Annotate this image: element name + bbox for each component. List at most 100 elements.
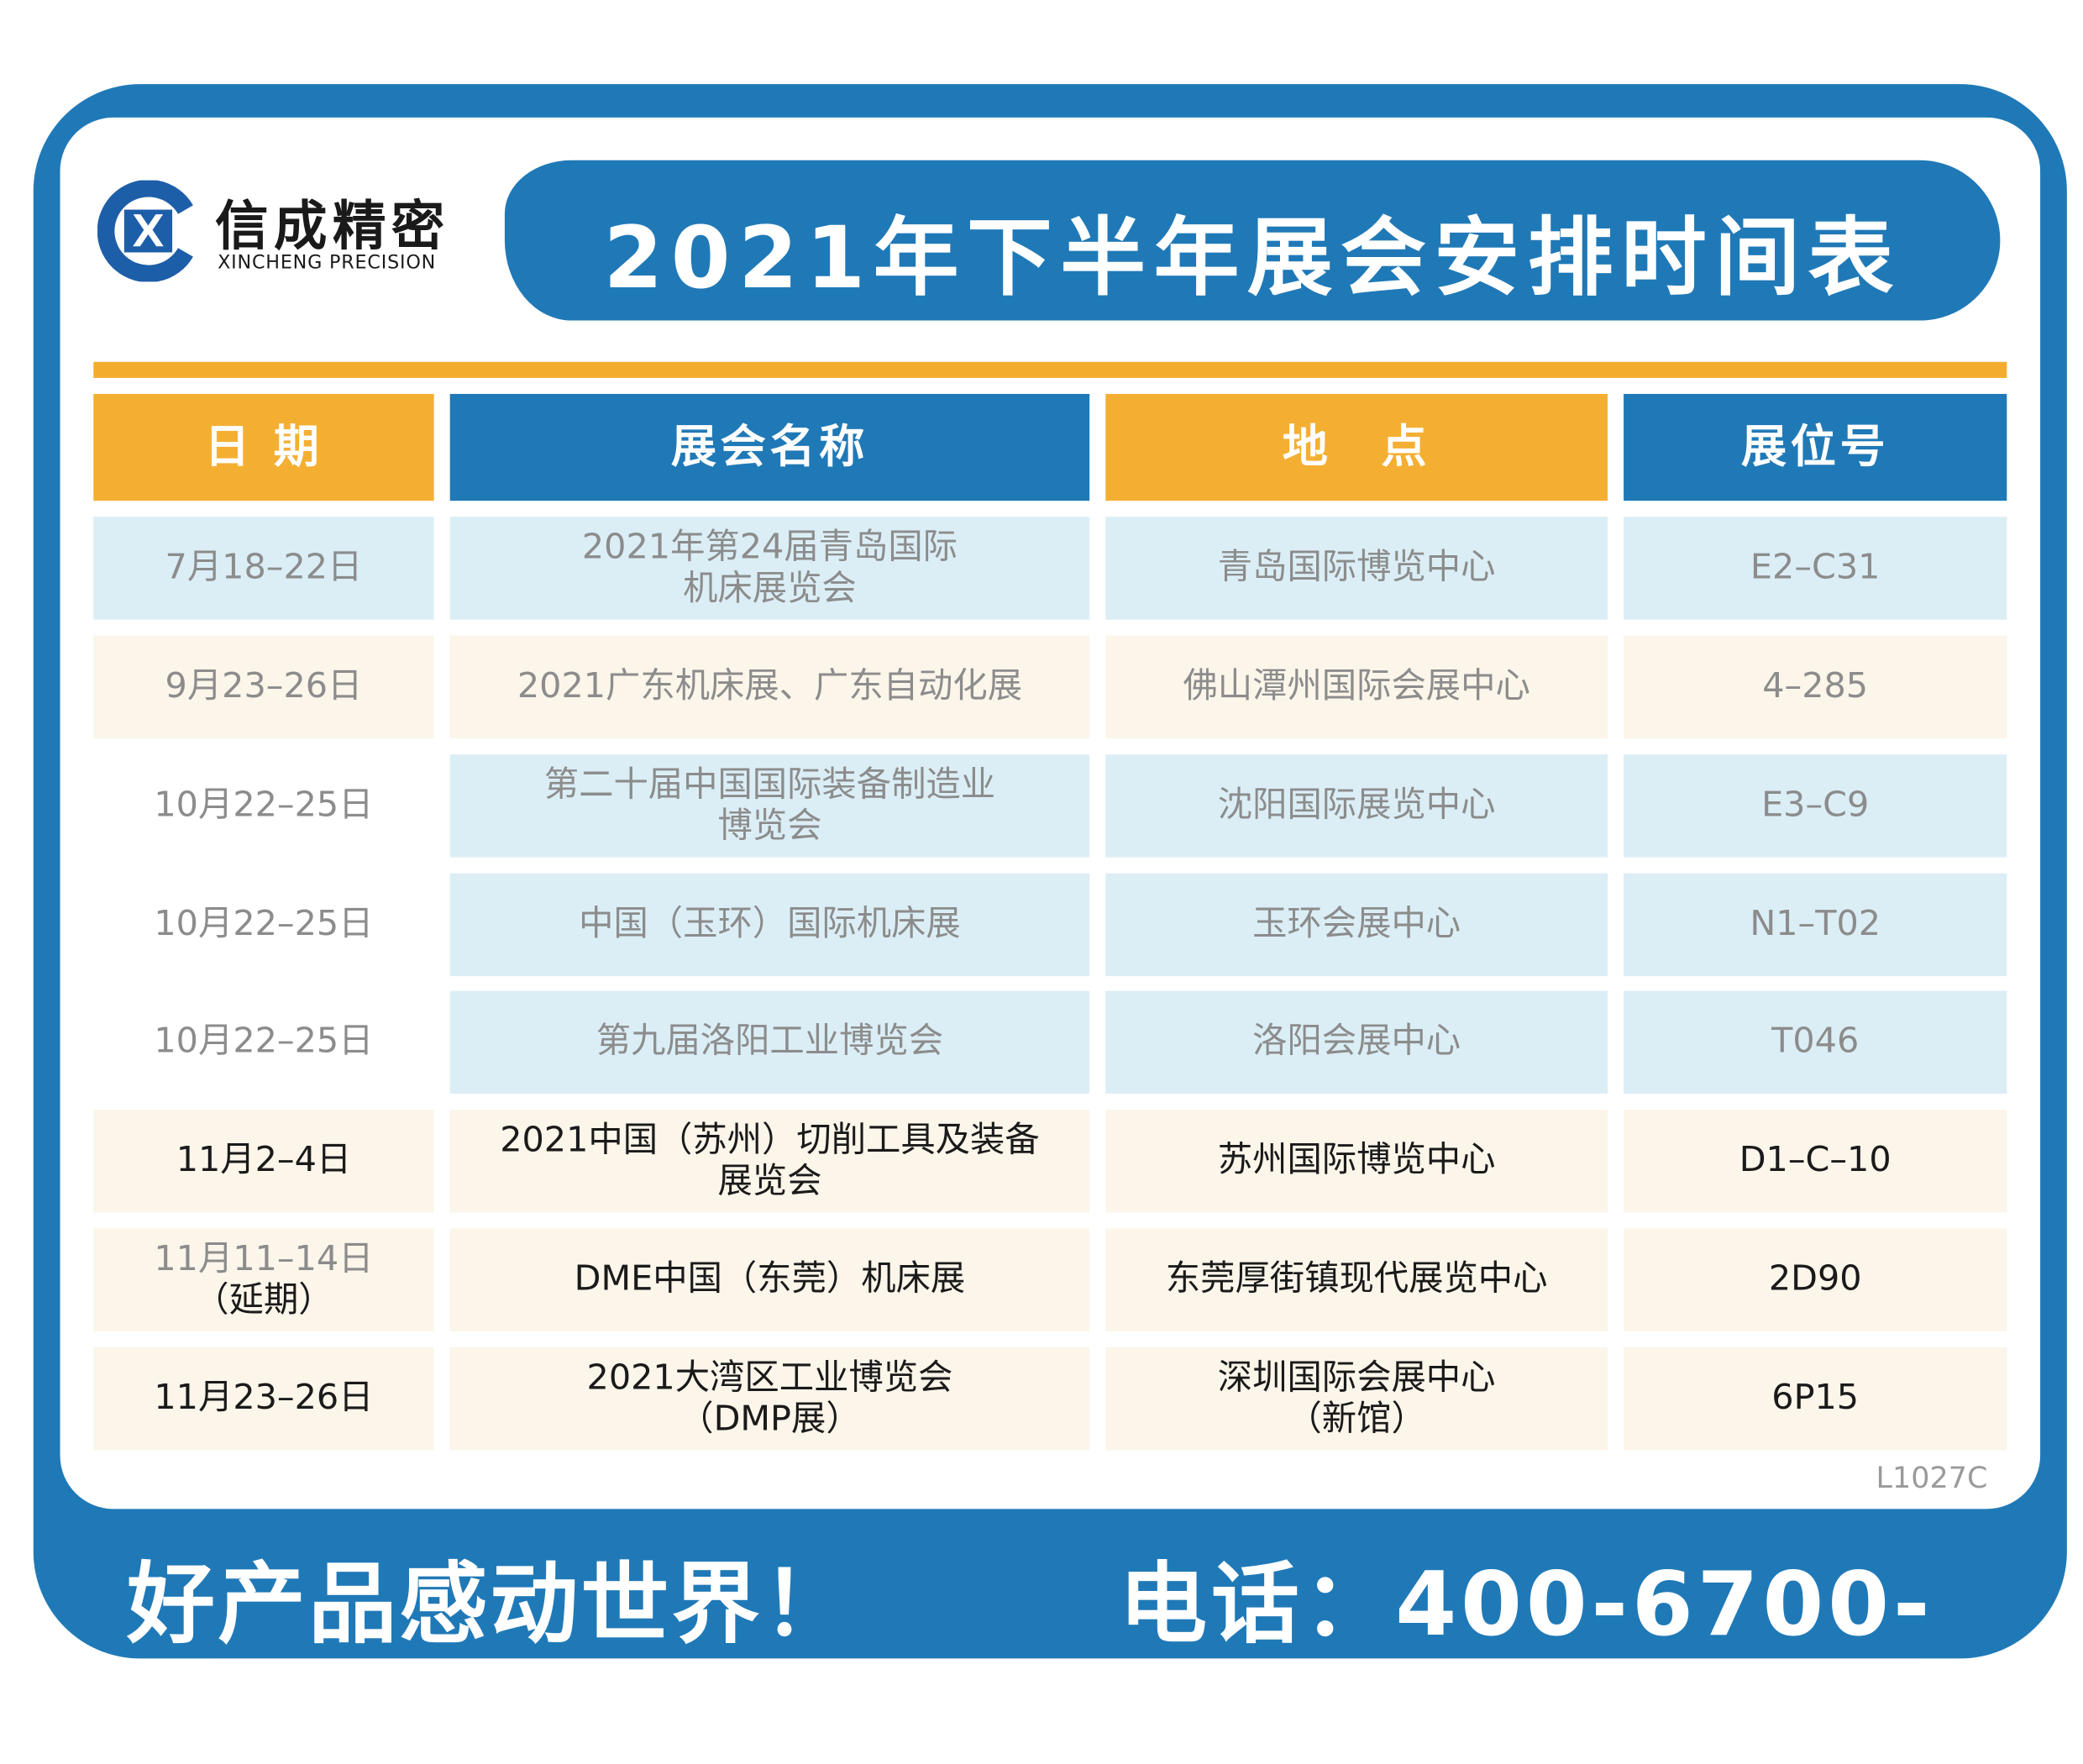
page-title: 2021年下半年展会安排时间表 xyxy=(603,209,1902,309)
exhibition-name-cell: 2021广东机床展、广东自动化展 xyxy=(449,635,1090,739)
venue-cell: 苏州国际博览中心 xyxy=(1105,1110,1608,1213)
cell-line: 青岛国际博览中心 xyxy=(1217,547,1496,588)
cell-text: 2021中国（苏州）切削工具及装备 展览会 xyxy=(500,1120,1040,1203)
booth-cell: 4–285 xyxy=(1624,635,2007,739)
cell-text: D1–C–10 xyxy=(1739,1140,1891,1181)
cell-line: 10月22–25日 xyxy=(154,1021,374,1062)
venue-cell: 佛山潭州国际会展中心 xyxy=(1105,635,1608,739)
cell-line: 中国（玉环）国际机床展 xyxy=(579,904,961,944)
logo-icon: X xyxy=(97,180,193,282)
cell-line: 2021大湾区工业博览会 xyxy=(586,1357,953,1398)
cell-text: E3–C9 xyxy=(1761,785,1870,826)
svg-text:X: X xyxy=(131,205,166,258)
booth-cell: N1–T02 xyxy=(1624,873,2007,977)
cell-line: DME中国（东莞）机床展 xyxy=(574,1259,966,1299)
cell-text: 10月22–25日 xyxy=(154,904,373,945)
title-banner: 2021年下半年展会安排时间表 xyxy=(504,160,2001,321)
cell-text: 6P15 xyxy=(1771,1378,1860,1419)
venue-cell: 东莞厚街镇现代展览中心 xyxy=(1105,1228,1608,1331)
cell-line: 11月11–14日 xyxy=(154,1238,374,1279)
brand-name-cn: 信成精密 xyxy=(214,196,450,258)
cell-text: 第九届洛阳工业博览会 xyxy=(596,1021,943,1063)
cell-line: 2021中国（苏州）切削工具及装备 xyxy=(500,1119,1040,1160)
booth-cell: E2–C31 xyxy=(1624,517,2007,620)
venue-cell: 洛阳会展中心 xyxy=(1105,990,1608,1094)
cell-text: 10月22–25日 xyxy=(154,1021,373,1063)
slogan: 好产品感动世界！ xyxy=(127,1552,853,1656)
cell-line: （新馆） xyxy=(1287,1399,1426,1439)
cell-text: 佛山潭州国际会展中心 xyxy=(1183,666,1529,707)
cell-line: 10月22–25日 xyxy=(154,785,374,826)
cell-text: DME中国（东莞）机床展 xyxy=(575,1259,966,1300)
cell-text: 2021广东机床展、广东自动化展 xyxy=(517,666,1022,707)
venue-cell: 玉环会展中心 xyxy=(1105,873,1608,977)
cell-line: 2021广东机床展、广东自动化展 xyxy=(517,666,1023,706)
cell-line: 佛山潭州国际会展中心 xyxy=(1183,666,1530,706)
cell-line: 9月23–26日 xyxy=(165,666,363,706)
cell-line: 玉环会展中心 xyxy=(1252,904,1461,944)
cell-text: 沈阳国际展览中心 xyxy=(1218,785,1496,827)
cell-line: 11月23–26日 xyxy=(154,1378,374,1419)
venue-cell: 沈阳国际展览中心 xyxy=(1105,754,1608,858)
divider xyxy=(93,361,2007,378)
booth-cell: 6P15 xyxy=(1624,1347,2007,1451)
cell-text: 深圳国际会展中心 （新馆） xyxy=(1218,1357,1496,1441)
cell-text: 第二十届中国国际装备制造业 博览会 xyxy=(544,764,995,848)
cell-text: N1–T02 xyxy=(1750,904,1881,944)
exhibition-name-cell: 中国（玉环）国际机床展 xyxy=(449,873,1090,977)
brand-logo: X 信成精密 XINCHENG PRECISION xyxy=(97,180,458,287)
cell-line: 东莞厚街镇现代展览中心 xyxy=(1165,1259,1548,1299)
document-code: L1027C xyxy=(1876,1462,1988,1496)
cell-line: 2021年第24届青岛国际 xyxy=(581,527,958,567)
exhibition-name-cell: 2021大湾区工业博览会 （DMP展） xyxy=(449,1347,1090,1451)
exhibition-name-cell: 第九届洛阳工业博览会 xyxy=(449,990,1090,1094)
cell-line: 洛阳会展中心 xyxy=(1252,1021,1461,1062)
booth-cell: D1–C–10 xyxy=(1624,1110,2007,1213)
booth-cell: E3–C9 xyxy=(1624,754,2007,858)
column-header: 展会名称 xyxy=(449,393,1090,501)
exhibition-name-cell: 2021中国（苏州）切削工具及装备 展览会 xyxy=(449,1110,1090,1213)
booth-cell: T046 xyxy=(1624,990,2007,1094)
date-cell: 10月22–25日 xyxy=(93,874,433,976)
date-cell: 11月2–4日 xyxy=(93,1110,434,1213)
cell-line: 11月2–4日 xyxy=(176,1140,352,1181)
cell-text: 11月2–4日 xyxy=(176,1141,352,1182)
column-header: 日 期 xyxy=(93,393,434,501)
phone-number: 电话：400-6700-379 xyxy=(1119,1552,1934,1764)
cell-line: （DMP展） xyxy=(679,1399,861,1439)
cell-line: （延期） xyxy=(194,1279,333,1320)
cell-text: 7月18–22日 xyxy=(165,548,363,589)
cell-text: T046 xyxy=(1771,1021,1860,1062)
date-cell: 7月18–22日 xyxy=(93,517,434,620)
cell-text: 苏州国际博览中心 xyxy=(1218,1141,1496,1182)
cell-text: 东莞厚街镇现代展览中心 xyxy=(1166,1259,1548,1300)
cell-text: E2–C31 xyxy=(1750,547,1881,588)
cell-text: 10月22–25日 xyxy=(154,785,373,827)
cell-line: 深圳国际会展中心 xyxy=(1217,1357,1496,1398)
date-cell: 11月11–14日 （延期） xyxy=(93,1228,434,1331)
date-cell: 10月22–25日 xyxy=(93,991,433,1094)
cell-line: 第二十届中国国际装备制造业 xyxy=(543,764,996,805)
cell-text: 2D90 xyxy=(1768,1259,1862,1299)
cell-text: 中国（玉环）国际机床展 xyxy=(579,904,961,945)
cell-line: 沈阳国际展览中心 xyxy=(1217,785,1496,826)
cell-line: 7月18–22日 xyxy=(165,547,363,588)
cell-text: 青岛国际博览中心 xyxy=(1218,548,1496,589)
brand-name-en: XINCHENG PRECISION xyxy=(218,252,437,274)
date-cell: 10月22–25日 xyxy=(93,754,433,857)
column-header: 展位号 xyxy=(1624,393,2007,501)
venue-cell: 深圳国际会展中心 （新馆） xyxy=(1105,1347,1608,1451)
cell-text: 洛阳会展中心 xyxy=(1252,1021,1461,1063)
booth-cell: 2D90 xyxy=(1624,1228,2007,1331)
cell-text: 11月11–14日 （延期） xyxy=(154,1238,373,1321)
exhibition-name-cell: DME中国（东莞）机床展 xyxy=(449,1228,1090,1331)
date-cell: 9月23–26日 xyxy=(93,635,434,739)
exhibition-name-cell: 第二十届中国国际装备制造业 博览会 xyxy=(449,754,1090,858)
cell-text: 2021年第24届青岛国际 机床展览会 xyxy=(582,527,958,610)
cell-text: 9月23–26日 xyxy=(165,666,363,707)
cell-line: 苏州国际博览中心 xyxy=(1217,1140,1496,1181)
cell-text: 11月23–26日 xyxy=(154,1378,373,1420)
column-header: 地 点 xyxy=(1105,393,1608,501)
cell-text: 玉环会展中心 xyxy=(1252,904,1461,945)
cell-line: 10月22–25日 xyxy=(154,904,374,944)
